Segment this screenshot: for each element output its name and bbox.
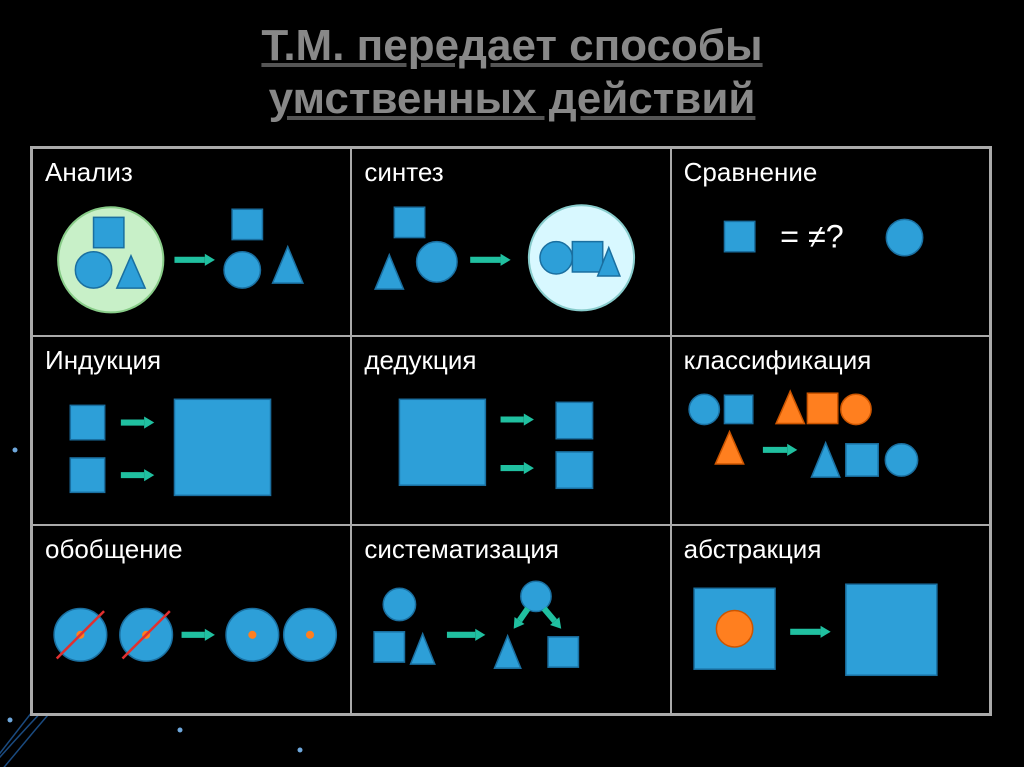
cell-diagram	[364, 192, 657, 328]
slide-content: Т.М. передает способы умственных действи…	[0, 0, 1024, 736]
cell-diagram: = ≠?	[684, 192, 977, 328]
cell-diagram	[45, 192, 338, 328]
method-cell: систематизация	[351, 525, 670, 714]
title-line-1: Т.М. передает способы	[261, 21, 762, 70]
method-cell: обобщение	[32, 525, 351, 714]
method-cell: классификация	[671, 336, 990, 525]
svg-text:= ≠?: = ≠?	[780, 218, 844, 254]
cell-label: систематизация	[364, 534, 657, 565]
method-cell: синтез	[351, 148, 670, 337]
cell-diagram	[684, 569, 977, 705]
methods-table: Анализ синтез Сравнение = ≠? Индукция дедукци…	[30, 146, 992, 716]
cell-label: Сравнение	[684, 157, 977, 188]
cell-diagram	[45, 380, 338, 516]
cell-label: синтез	[364, 157, 657, 188]
cell-label: Индукция	[45, 345, 338, 376]
method-cell: Сравнение = ≠?	[671, 148, 990, 337]
method-cell: Анализ	[32, 148, 351, 337]
method-cell: дедукция	[351, 336, 670, 525]
method-cell: Индукция	[32, 336, 351, 525]
cell-label: классификация	[684, 345, 977, 376]
cell-diagram	[364, 380, 657, 516]
cell-label: дедукция	[364, 345, 657, 376]
cell-diagram	[45, 569, 338, 705]
cell-diagram	[684, 380, 977, 516]
cell-label: обобщение	[45, 534, 338, 565]
cell-label: Анализ	[45, 157, 338, 188]
cell-diagram	[364, 569, 657, 705]
slide-title: Т.М. передает способы умственных действи…	[30, 20, 994, 126]
title-line-2: умственных действий	[269, 74, 756, 123]
method-cell: абстракция	[671, 525, 990, 714]
cell-label: абстракция	[684, 534, 977, 565]
